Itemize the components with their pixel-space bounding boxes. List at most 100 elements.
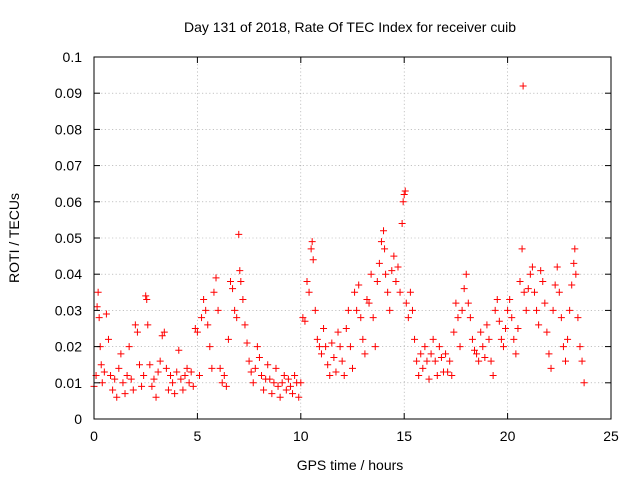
data-point: [102, 310, 110, 318]
data-point: [220, 372, 228, 380]
data-point: [399, 198, 407, 206]
data-point: [522, 306, 530, 314]
data-point: [381, 245, 389, 253]
data-point: [576, 343, 584, 351]
data-point: [131, 321, 139, 329]
data-point: [535, 321, 543, 329]
data-point: [109, 386, 117, 394]
data-point: [305, 288, 313, 296]
data-point: [222, 382, 230, 390]
y-tick-label: 0.07: [55, 158, 82, 174]
data-point: [375, 259, 383, 267]
data-point: [477, 328, 485, 336]
data-point: [127, 375, 135, 383]
data-point: [93, 303, 101, 311]
data-point: [464, 299, 472, 307]
data-point: [361, 350, 369, 358]
data-point: [322, 343, 330, 351]
data-point: [429, 335, 437, 343]
data-point: [353, 306, 361, 314]
data-point: [233, 314, 241, 322]
data-point: [212, 274, 220, 282]
data-point: [394, 263, 402, 271]
data-point: [121, 390, 129, 398]
data-point: [355, 281, 363, 289]
data-point: [266, 375, 274, 383]
data-point: [286, 382, 294, 390]
data-point: [309, 256, 317, 264]
data-point: [506, 296, 514, 304]
y-tick-label: 0.02: [55, 339, 82, 355]
data-point: [231, 306, 239, 314]
data-point: [251, 364, 259, 372]
data-point: [115, 364, 123, 372]
data-point: [401, 187, 409, 195]
data-point: [562, 357, 570, 365]
data-point: [100, 368, 108, 376]
data-point: [164, 386, 172, 394]
data-point: [406, 288, 414, 296]
data-point: [297, 379, 305, 387]
data-point: [119, 379, 127, 387]
data-point: [278, 379, 286, 387]
data-point: [226, 277, 234, 285]
data-point: [530, 288, 538, 296]
data-point: [224, 335, 232, 343]
data-point: [236, 267, 244, 275]
data-point: [239, 296, 247, 304]
data-point: [216, 364, 224, 372]
data-point: [553, 263, 561, 271]
data-point: [537, 267, 545, 275]
data-point: [551, 281, 559, 289]
data-point: [518, 245, 526, 253]
data-point: [526, 270, 534, 278]
data-point: [162, 364, 170, 372]
data-point: [349, 364, 356, 372]
data-point: [398, 220, 406, 228]
data-point: [169, 379, 177, 387]
data-point: [508, 314, 516, 322]
data-point: [580, 379, 588, 387]
data-point: [458, 306, 466, 314]
data-point: [291, 372, 299, 380]
data-point: [295, 393, 303, 401]
data-point: [270, 379, 278, 387]
data-point: [104, 335, 112, 343]
data-point: [516, 277, 524, 285]
y-tick-label: 0.03: [55, 302, 82, 318]
data-point: [247, 368, 255, 376]
data-point: [260, 386, 268, 394]
grid-lines: [94, 57, 611, 419]
data-point: [519, 82, 527, 90]
data-point: [245, 357, 253, 365]
data-point: [214, 306, 222, 314]
axis-ticks: 0 5 10 15 20 25 0 0.01 0.02 0.03 0.04 0.05 0.06 0.07 0…: [55, 49, 619, 444]
data-point: [133, 328, 141, 336]
data-point: [392, 277, 400, 285]
data-point: [189, 382, 197, 390]
data-point: [280, 372, 288, 380]
data-point: [308, 238, 316, 246]
data-point: [158, 332, 166, 340]
data-point: [284, 375, 292, 383]
data-point: [388, 267, 396, 275]
data-point: [268, 390, 276, 398]
data-point: [504, 306, 512, 314]
data-point: [97, 361, 105, 369]
data-point: [243, 339, 251, 347]
data-point: [272, 364, 280, 372]
data-point: [367, 270, 375, 278]
data-point: [144, 321, 152, 329]
data-point: [117, 350, 125, 358]
data-point: [258, 372, 266, 380]
data-point: [191, 325, 199, 332]
data-point: [479, 343, 487, 351]
data-point: [570, 259, 578, 267]
data-point: [320, 325, 328, 332]
data-point: [344, 306, 352, 314]
data-point: [377, 238, 385, 246]
data-point: [346, 343, 354, 351]
data-point: [400, 191, 408, 199]
data-point: [369, 314, 377, 322]
data-point: [299, 314, 307, 322]
